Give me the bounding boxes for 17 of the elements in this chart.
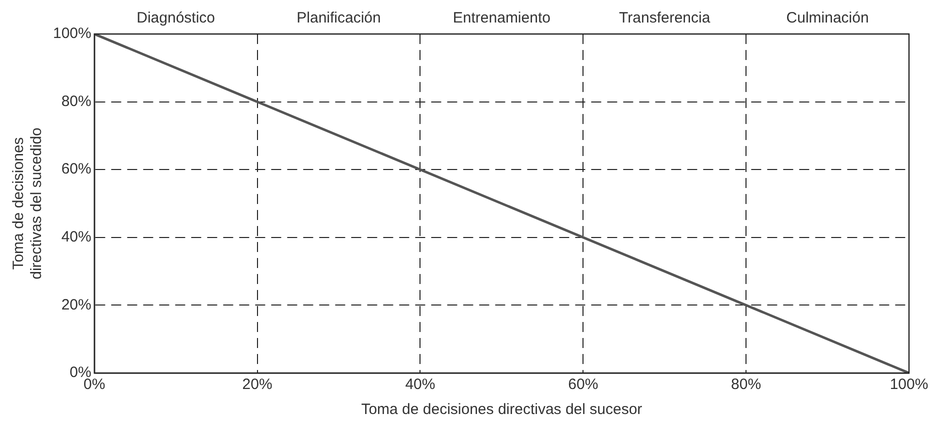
y-tick-label: 60% [61, 160, 92, 178]
x-axis-title: Toma de decisiones directivas del sucesor [361, 401, 642, 418]
y-tick-label: 40% [61, 228, 92, 246]
text: Entrenamiento [452, 10, 550, 27]
x-tick-label: 60% [568, 376, 598, 394]
text: Culminación [786, 10, 869, 27]
x-tick-label: 80% [731, 376, 762, 394]
x-tick-label: 100% [890, 376, 928, 394]
y-tick-label: 20% [61, 296, 92, 314]
x-tick-label: 40% [405, 376, 436, 394]
text: Transferencia [619, 10, 711, 27]
y-tick-label: 80% [61, 92, 92, 110]
x-tick-label: 20% [242, 376, 272, 394]
y-axis-title: Toma de decisiones directivas del sucedido [10, 128, 46, 280]
y-tick-label: 100% [52, 25, 92, 42]
text: Planificación [296, 10, 381, 27]
text: Diagnóstico [136, 10, 216, 27]
